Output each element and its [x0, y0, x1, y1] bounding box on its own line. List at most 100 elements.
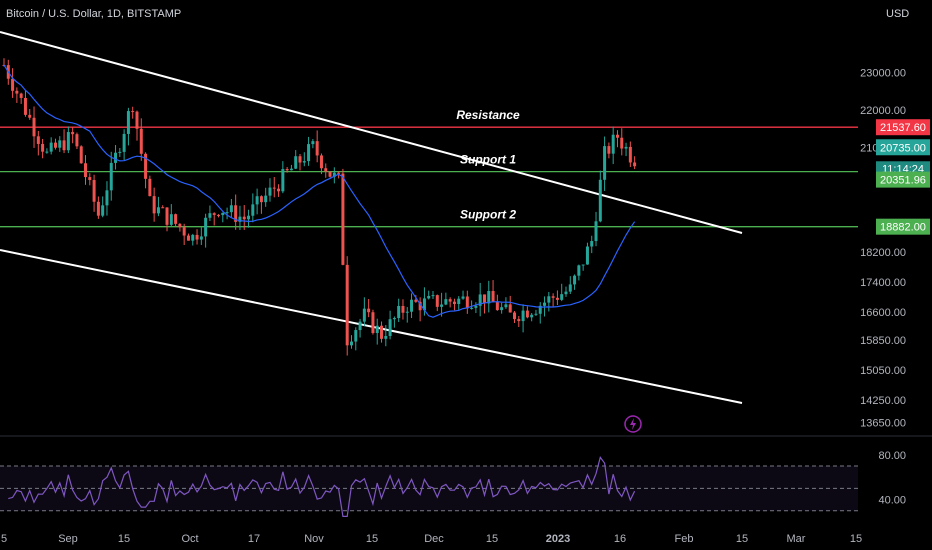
candle-body	[229, 205, 233, 213]
support1-badge: 20351.96	[880, 175, 926, 187]
currency-label: USD	[886, 8, 910, 20]
candle-body	[615, 134, 619, 138]
candle-body	[551, 296, 555, 298]
candle-body	[491, 291, 495, 303]
candle-body	[633, 162, 637, 167]
candle-body	[538, 305, 542, 314]
time-tick-label: 5	[1, 533, 7, 545]
candle-body	[71, 132, 75, 135]
candle-body	[277, 188, 281, 192]
ma-line	[3, 64, 636, 318]
candle-body	[264, 195, 268, 203]
candle-body	[234, 205, 238, 222]
candle-body	[195, 234, 199, 240]
candle-body	[585, 246, 589, 265]
candle-body	[208, 213, 212, 218]
candle-body	[178, 223, 182, 228]
channel-lines	[0, 31, 743, 404]
candle-body	[414, 299, 418, 302]
candle-body	[620, 137, 624, 149]
candle-body	[461, 296, 465, 299]
time-tick-label: Oct	[181, 533, 198, 545]
candle-body	[530, 314, 534, 318]
candle-body	[427, 295, 431, 299]
price-tick-label: 15050.00	[860, 365, 906, 377]
candle-body	[156, 207, 160, 214]
candle-body	[92, 180, 96, 202]
candle-body	[362, 308, 366, 322]
price-tick-label: 23000.00	[860, 67, 906, 79]
resistance-badge-bg	[876, 119, 930, 136]
candle-body	[500, 307, 504, 311]
candle-body	[101, 205, 105, 216]
candle-body	[84, 163, 88, 178]
candle-body	[534, 313, 538, 315]
candle-body	[122, 133, 126, 152]
candle-body	[487, 291, 491, 304]
candle-body	[418, 301, 422, 311]
price-tick-label: 22000.00	[860, 105, 906, 117]
candle-body	[440, 304, 444, 307]
candle-body	[444, 299, 448, 305]
last-price-badge-bg	[876, 139, 930, 156]
price-tick-label: 17400.00	[860, 277, 906, 289]
price-tick-label: 13650.00	[860, 418, 906, 430]
candle-body	[555, 297, 559, 300]
candle-body	[58, 140, 62, 148]
candle-body	[375, 325, 379, 334]
candle-body	[62, 140, 66, 151]
candle-body	[384, 336, 388, 339]
candle-body	[298, 156, 302, 163]
candle-body	[324, 168, 328, 172]
candle-body	[401, 305, 405, 313]
candle-body	[191, 234, 195, 241]
candle-body	[465, 296, 469, 309]
lightning-icon[interactable]	[624, 415, 642, 433]
level-caption-0: Resistance	[456, 108, 520, 122]
candle-body	[594, 221, 598, 242]
candle-body	[628, 146, 632, 163]
candle-body	[568, 284, 572, 292]
candle-body	[161, 207, 165, 209]
candle-body	[577, 265, 581, 276]
time-tick-label: 2023	[546, 533, 570, 545]
time-tick-label: Nov	[304, 533, 324, 545]
candle-body	[88, 177, 92, 181]
candle-body	[525, 310, 529, 318]
candle-body	[349, 341, 353, 346]
moving-average	[3, 64, 636, 318]
candle-body	[478, 294, 482, 306]
candle-body	[543, 302, 547, 306]
candle-body	[345, 264, 349, 346]
price-tick-label: 15850.00	[860, 335, 906, 347]
candle-body	[457, 298, 461, 305]
time-tick-label: 15	[118, 533, 130, 545]
candle-body	[294, 156, 298, 169]
time-tick-label: 15	[486, 533, 498, 545]
candle-body	[517, 319, 521, 322]
price-tick-label: 16600.00	[860, 307, 906, 319]
rsi-pane: 80.00 40.00	[0, 435, 932, 518]
candle-body	[508, 304, 512, 313]
candle-body	[32, 117, 36, 137]
candle-body	[152, 196, 156, 214]
candle-body	[482, 294, 486, 304]
candle-body	[118, 151, 122, 153]
candle-body	[144, 153, 148, 179]
candle-body	[66, 132, 70, 151]
time-tick-label: Mar	[787, 533, 806, 545]
support2-badge: 18882.00	[880, 222, 926, 234]
time-tick-label: 15	[366, 533, 378, 545]
candle-body	[598, 179, 602, 222]
candle-body	[165, 207, 169, 225]
candle-body	[15, 90, 19, 94]
candle-body	[186, 235, 190, 241]
candle-body	[238, 216, 242, 222]
candle-body	[624, 146, 628, 149]
candle-body	[105, 190, 109, 206]
candle-body	[367, 308, 371, 313]
candle-body	[470, 307, 474, 309]
candle-body	[36, 136, 40, 144]
candle-body	[547, 296, 551, 303]
